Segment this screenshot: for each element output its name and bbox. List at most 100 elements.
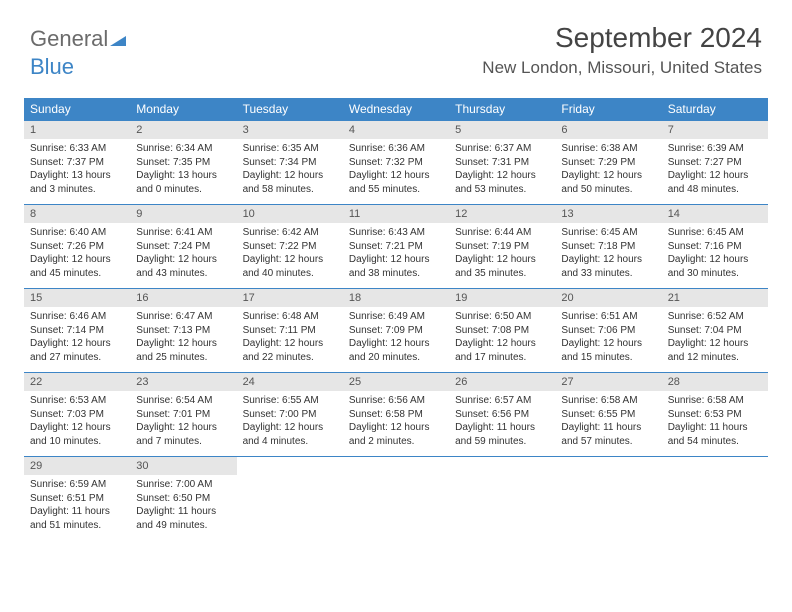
day-number-cell: 26 <box>449 373 555 392</box>
sunrise-line: Sunrise: 6:45 AM <box>561 226 655 240</box>
day-number-cell: 23 <box>130 373 236 392</box>
day-number-cell: 3 <box>237 121 343 140</box>
day-data-cell: Sunrise: 6:58 AMSunset: 6:55 PMDaylight:… <box>555 391 661 457</box>
weekday-header: Wednesday <box>343 98 449 121</box>
calendar-table: Sunday Monday Tuesday Wednesday Thursday… <box>24 98 768 540</box>
daylight-line: Daylight: 11 hours and 49 minutes. <box>136 505 230 532</box>
weekday-header: Friday <box>555 98 661 121</box>
day-data-cell: Sunrise: 6:47 AMSunset: 7:13 PMDaylight:… <box>130 307 236 373</box>
day-data-cell: Sunrise: 6:45 AMSunset: 7:18 PMDaylight:… <box>555 223 661 289</box>
weekday-header: Saturday <box>662 98 768 121</box>
sunset-line: Sunset: 7:22 PM <box>243 240 337 254</box>
sunset-line: Sunset: 7:34 PM <box>243 156 337 170</box>
sunrise-line: Sunrise: 6:39 AM <box>668 142 762 156</box>
weekday-header: Thursday <box>449 98 555 121</box>
day-number-cell: 22 <box>24 373 130 392</box>
sunset-line: Sunset: 7:27 PM <box>668 156 762 170</box>
day-data-cell: Sunrise: 6:58 AMSunset: 6:53 PMDaylight:… <box>662 391 768 457</box>
day-data-cell: Sunrise: 6:36 AMSunset: 7:32 PMDaylight:… <box>343 139 449 205</box>
sunrise-line: Sunrise: 6:43 AM <box>349 226 443 240</box>
day-data-cell: Sunrise: 6:42 AMSunset: 7:22 PMDaylight:… <box>237 223 343 289</box>
calendar-body: 1234567Sunrise: 6:33 AMSunset: 7:37 PMDa… <box>24 121 768 541</box>
sunrise-line: Sunrise: 6:47 AM <box>136 310 230 324</box>
sunset-line: Sunset: 7:16 PM <box>668 240 762 254</box>
sunrise-line: Sunrise: 6:54 AM <box>136 394 230 408</box>
sunset-line: Sunset: 6:58 PM <box>349 408 443 422</box>
daylight-line: Daylight: 12 hours and 2 minutes. <box>349 421 443 448</box>
day-data-cell: Sunrise: 6:54 AMSunset: 7:01 PMDaylight:… <box>130 391 236 457</box>
sunset-line: Sunset: 7:26 PM <box>30 240 124 254</box>
day-number-cell: 17 <box>237 289 343 308</box>
day-number-cell <box>449 457 555 476</box>
day-number-cell: 4 <box>343 121 449 140</box>
daylight-line: Daylight: 12 hours and 10 minutes. <box>30 421 124 448</box>
sunrise-line: Sunrise: 6:42 AM <box>243 226 337 240</box>
daylight-line: Daylight: 12 hours and 15 minutes. <box>561 337 655 364</box>
sunset-line: Sunset: 7:37 PM <box>30 156 124 170</box>
sunset-line: Sunset: 7:21 PM <box>349 240 443 254</box>
day-data-cell: Sunrise: 7:00 AMSunset: 6:50 PMDaylight:… <box>130 475 236 540</box>
day-number-cell <box>237 457 343 476</box>
sunrise-line: Sunrise: 6:41 AM <box>136 226 230 240</box>
sunrise-line: Sunrise: 6:46 AM <box>30 310 124 324</box>
daylight-line: Daylight: 12 hours and 4 minutes. <box>243 421 337 448</box>
sunrise-line: Sunrise: 6:49 AM <box>349 310 443 324</box>
daylight-line: Daylight: 12 hours and 22 minutes. <box>243 337 337 364</box>
sunrise-line: Sunrise: 6:58 AM <box>668 394 762 408</box>
sunset-line: Sunset: 7:18 PM <box>561 240 655 254</box>
daylight-line: Daylight: 12 hours and 12 minutes. <box>668 337 762 364</box>
day-data-cell: Sunrise: 6:59 AMSunset: 6:51 PMDaylight:… <box>24 475 130 540</box>
day-number-cell: 2 <box>130 121 236 140</box>
page-title: September 2024 <box>555 22 762 54</box>
day-number-cell: 5 <box>449 121 555 140</box>
day-number-cell: 6 <box>555 121 661 140</box>
day-data-cell <box>237 475 343 540</box>
day-data-cell: Sunrise: 6:38 AMSunset: 7:29 PMDaylight:… <box>555 139 661 205</box>
day-data-cell <box>555 475 661 540</box>
day-data-cell: Sunrise: 6:48 AMSunset: 7:11 PMDaylight:… <box>237 307 343 373</box>
sunset-line: Sunset: 6:51 PM <box>30 492 124 506</box>
sunset-line: Sunset: 7:08 PM <box>455 324 549 338</box>
sunset-line: Sunset: 7:11 PM <box>243 324 337 338</box>
sunset-line: Sunset: 7:24 PM <box>136 240 230 254</box>
daynum-row: 891011121314 <box>24 205 768 224</box>
day-number-cell: 11 <box>343 205 449 224</box>
sunset-line: Sunset: 6:50 PM <box>136 492 230 506</box>
day-number-cell: 20 <box>555 289 661 308</box>
daylight-line: Daylight: 12 hours and 40 minutes. <box>243 253 337 280</box>
day-data-cell: Sunrise: 6:45 AMSunset: 7:16 PMDaylight:… <box>662 223 768 289</box>
day-number-cell: 24 <box>237 373 343 392</box>
day-number-cell: 12 <box>449 205 555 224</box>
daylight-line: Daylight: 11 hours and 51 minutes. <box>30 505 124 532</box>
day-number-cell: 30 <box>130 457 236 476</box>
sunset-line: Sunset: 7:01 PM <box>136 408 230 422</box>
day-number-cell: 7 <box>662 121 768 140</box>
brand-logo: General Blue <box>30 26 128 80</box>
daylight-line: Daylight: 12 hours and 38 minutes. <box>349 253 443 280</box>
daylight-line: Daylight: 11 hours and 57 minutes. <box>561 421 655 448</box>
daylight-line: Daylight: 12 hours and 20 minutes. <box>349 337 443 364</box>
daylight-line: Daylight: 13 hours and 3 minutes. <box>30 169 124 196</box>
brand-part2: Blue <box>30 54 74 79</box>
daylight-line: Daylight: 12 hours and 33 minutes. <box>561 253 655 280</box>
daylight-line: Daylight: 12 hours and 50 minutes. <box>561 169 655 196</box>
sunrise-line: Sunrise: 6:58 AM <box>561 394 655 408</box>
day-data-cell: Sunrise: 6:49 AMSunset: 7:09 PMDaylight:… <box>343 307 449 373</box>
sunrise-line: Sunrise: 6:35 AM <box>243 142 337 156</box>
sunrise-line: Sunrise: 6:52 AM <box>668 310 762 324</box>
sunrise-line: Sunrise: 6:40 AM <box>30 226 124 240</box>
daylight-line: Daylight: 12 hours and 58 minutes. <box>243 169 337 196</box>
sunset-line: Sunset: 7:29 PM <box>561 156 655 170</box>
sunset-line: Sunset: 7:09 PM <box>349 324 443 338</box>
sunset-line: Sunset: 7:14 PM <box>30 324 124 338</box>
day-data-cell: Sunrise: 6:39 AMSunset: 7:27 PMDaylight:… <box>662 139 768 205</box>
sunset-line: Sunset: 7:35 PM <box>136 156 230 170</box>
sunset-line: Sunset: 7:04 PM <box>668 324 762 338</box>
day-number-cell: 29 <box>24 457 130 476</box>
day-number-cell: 9 <box>130 205 236 224</box>
day-number-cell: 1 <box>24 121 130 140</box>
sunset-line: Sunset: 7:32 PM <box>349 156 443 170</box>
day-number-cell <box>555 457 661 476</box>
day-data-cell <box>662 475 768 540</box>
weekday-header: Monday <box>130 98 236 121</box>
